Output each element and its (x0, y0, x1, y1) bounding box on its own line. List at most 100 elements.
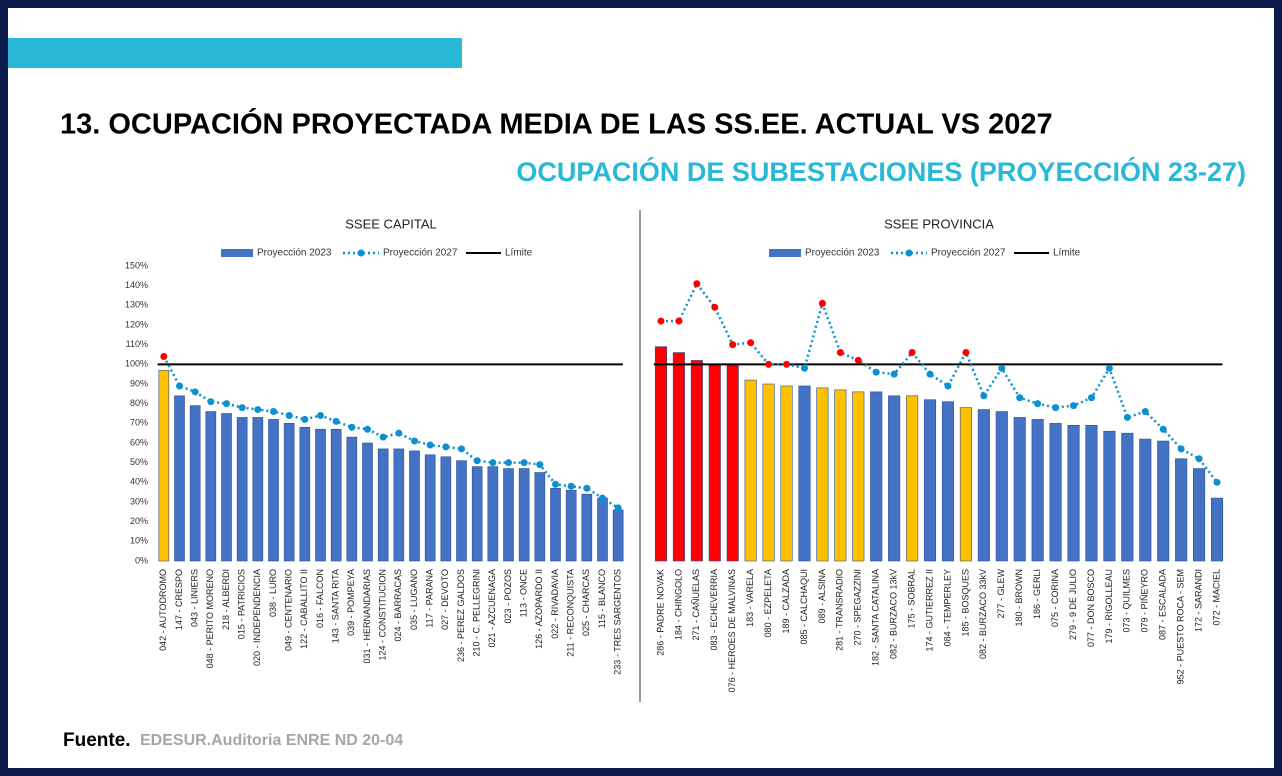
x-tick-label: 087 - ESCALADA (1158, 569, 1168, 640)
bar (565, 489, 577, 562)
x-tick-label: 043 - LINIERS (190, 569, 200, 627)
x-tick-label: 185 - BOSQUES (960, 569, 970, 637)
x-tick-label: 183 - VARELA (745, 569, 755, 627)
legend-label: Proyección 2027 (383, 248, 458, 259)
x-tick-label: 039 - POMPEYA (346, 569, 356, 636)
projection-marker (364, 425, 371, 433)
bar (534, 472, 546, 562)
projection-marker (285, 411, 293, 419)
bar (852, 391, 865, 562)
bar (780, 385, 793, 562)
x-tick-label: 031 - HERNANDARIAS (362, 569, 372, 664)
projection-marker (693, 280, 701, 288)
bar (1031, 419, 1044, 562)
bar (205, 411, 217, 562)
legend-swatch (221, 249, 253, 257)
bar (409, 450, 420, 562)
accent-bar (8, 38, 462, 68)
projection-marker (567, 482, 575, 490)
footer-source: EDESUR.Auditoria ENRE ND 20-04 (140, 732, 403, 749)
projection-marker (1052, 404, 1060, 412)
bar (995, 411, 1008, 562)
bar (726, 364, 739, 562)
projection-marker (962, 349, 970, 357)
x-tick-label: 076 - HEROES DE MALVINAS (727, 569, 737, 692)
bar (236, 417, 248, 562)
bar (959, 407, 972, 562)
x-tick-label: 021 - AZCUENAGA (487, 569, 497, 648)
y-tick-label: 130% (125, 300, 148, 310)
projection-marker (908, 349, 916, 357)
x-tick-label: 038 - LURO (268, 569, 278, 617)
x-tick-label: 025 - CHARCAS (581, 569, 591, 636)
x-tick-label: 236 - PEREZ GALDOS (456, 569, 466, 662)
bar (158, 369, 170, 562)
projection-marker (614, 504, 622, 512)
bar (654, 346, 668, 562)
bar (252, 417, 264, 562)
y-tick-label: 20% (130, 516, 148, 526)
projection-marker (160, 352, 168, 360)
bar (1121, 432, 1134, 562)
projection-marker (765, 360, 773, 368)
x-tick-label: 082 - BURZACO 33kV (978, 569, 988, 659)
projection-marker (223, 400, 230, 408)
projection-marker (1087, 394, 1095, 402)
projection-marker (944, 382, 952, 390)
x-tick-label: 184 - CHINGOLO (673, 569, 683, 640)
projection-marker (489, 459, 497, 467)
projection-marker (890, 370, 898, 378)
bar (834, 389, 847, 562)
x-tick-label: 126 - AZOPARDO II (534, 569, 544, 649)
projection-marker (1016, 394, 1024, 402)
bar (906, 395, 919, 562)
x-tick-label: 079 - PIÑEYRO (1140, 569, 1150, 633)
projection-marker (783, 360, 791, 368)
x-tick-label: 182 - SANTA CATALINA (871, 569, 881, 666)
x-tick-label: 020 - INDEPENDENCIA (252, 569, 262, 666)
y-tick-label: 10% (130, 536, 148, 546)
bar (393, 448, 405, 562)
bar (744, 379, 757, 562)
chart-title: SSEE CAPITAL (345, 216, 437, 231)
x-tick-label: 042 - AUTODROMO (158, 569, 168, 651)
bar (1103, 430, 1116, 562)
projection-marker (872, 368, 880, 376)
legend-swatch (769, 249, 801, 257)
x-tick-label: 077 - DON BOSCO (1086, 569, 1096, 647)
y-tick-label: 30% (130, 496, 148, 506)
y-tick-label: 60% (130, 437, 148, 447)
x-tick-label: 122 - CABALLITO II (299, 569, 309, 649)
projection-marker (583, 484, 591, 492)
projection-marker (675, 317, 683, 325)
projection-marker (207, 398, 215, 406)
projection-marker (1195, 455, 1203, 463)
legend-label: Proyección 2023 (805, 248, 880, 259)
projection-marker (317, 411, 324, 419)
x-tick-label: 089 - ALSINA (817, 569, 827, 624)
bar (708, 364, 721, 562)
x-tick-label: 035 - LUGANO (409, 569, 419, 630)
x-tick-label: 277 - GLEW (996, 569, 1006, 619)
x-tick-label: 072 - MACIEL (1211, 569, 1221, 626)
x-tick-label: 024 - BARRACAS (393, 569, 403, 642)
footer-label: Fuente. (63, 730, 131, 751)
x-tick-label: 175 - SOBRAL (906, 569, 916, 629)
projection-marker (176, 382, 183, 390)
projection-marker (1177, 445, 1185, 453)
bar (1049, 423, 1062, 562)
x-tick-label: 233 - TRES SARGENTOS (613, 569, 623, 675)
projection-marker (505, 459, 512, 467)
x-tick-label: 180 - BROWN (1014, 569, 1024, 627)
legend-label: Límite (1053, 248, 1081, 259)
x-tick-label: 015 - PATRICIOS (237, 569, 247, 639)
x-tick-label: 082 - BURZACO 13kV (889, 569, 899, 659)
bar (346, 436, 358, 562)
projection-marker (520, 459, 528, 467)
legend-label: Proyección 2023 (257, 248, 332, 259)
bar (1175, 458, 1188, 562)
projection-line (660, 281, 1219, 484)
x-tick-label: 952 - PUESTO ROCA - SEM (1176, 569, 1186, 684)
x-tick-label: 210 - C. PELLEGRINI (472, 569, 482, 657)
